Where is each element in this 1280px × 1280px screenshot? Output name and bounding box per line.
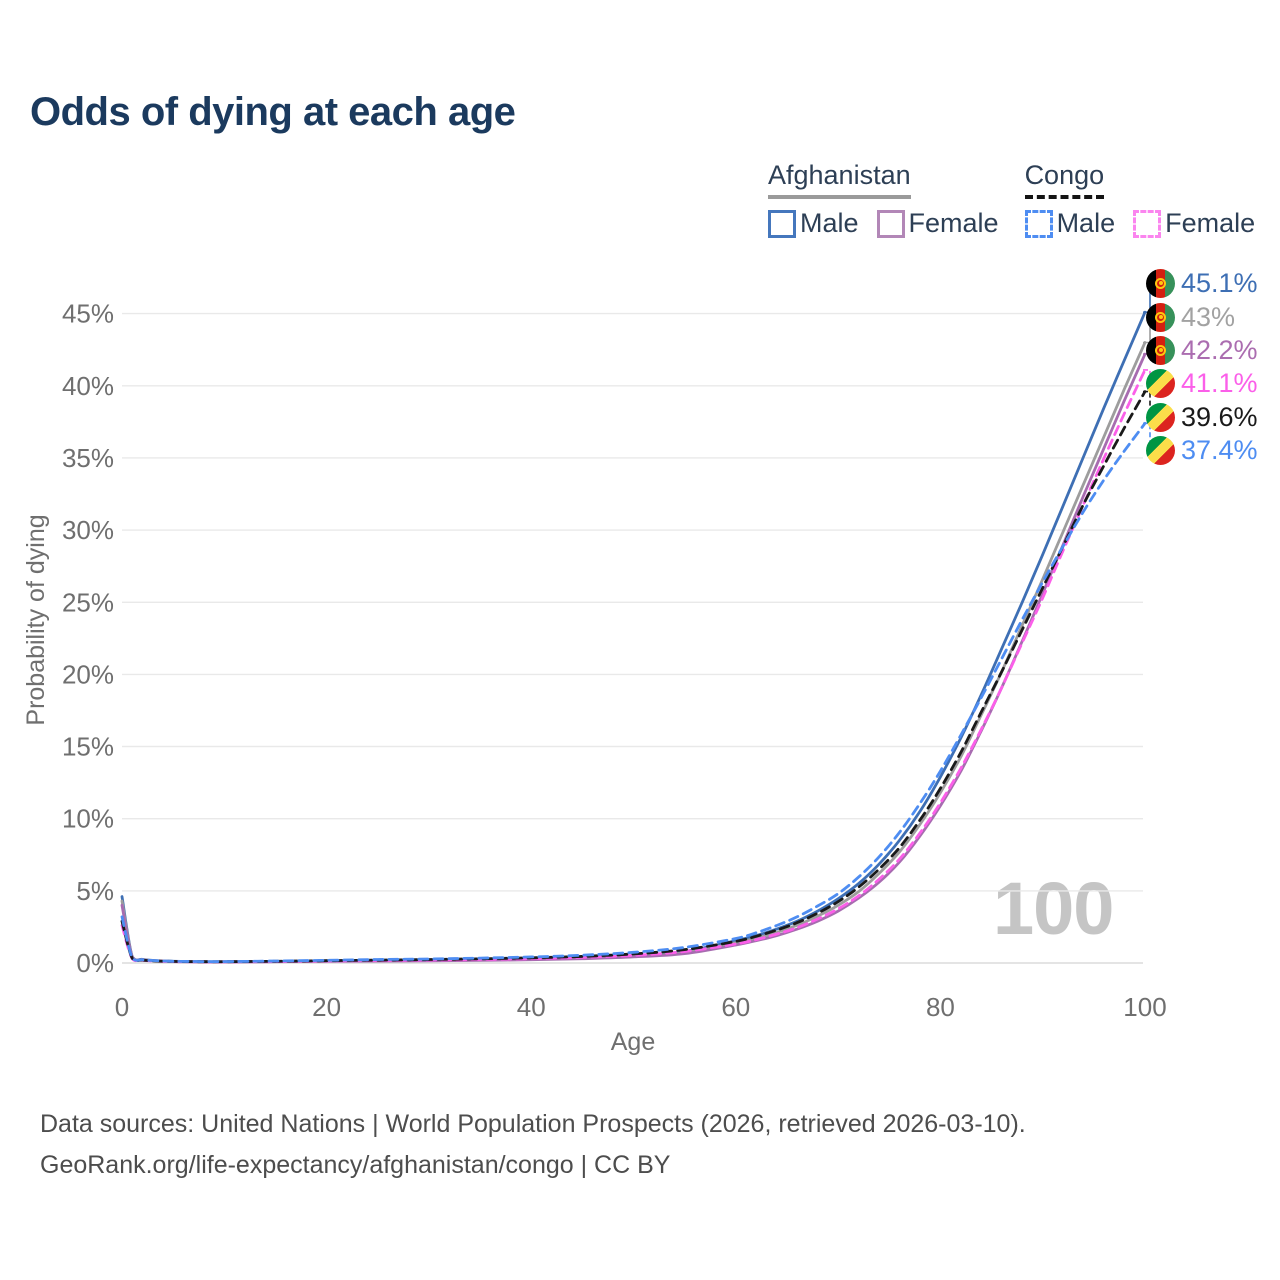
y-tick-label: 20%	[62, 659, 114, 689]
legend-swatch-congo-female	[1133, 209, 1162, 238]
y-axis-title: Probability of dying	[22, 514, 50, 725]
gridlines: 0% 5% 10% 15% 20% 25% 30% 35% 40% 45% 0 20 40 60 80 100	[62, 299, 1167, 1022]
congo-flag-icon	[1146, 368, 1175, 398]
data-sources-line: Data sources: United Nations | World Pop…	[40, 1110, 1026, 1138]
x-tick-label: 20	[312, 992, 341, 1022]
x-tick-label: 40	[517, 992, 546, 1022]
x-axis-title: Age	[611, 1028, 655, 1056]
legend-group-congo: Congo Male Female	[1024, 160, 1255, 239]
legend-item-congo-female[interactable]: Female	[1133, 208, 1255, 239]
series-end-label: 37.4%	[1146, 434, 1258, 466]
label-connector-congo-female	[1143, 369, 1156, 384]
legend-label: Female	[1165, 208, 1256, 238]
end-value-label: 41.1%	[1181, 367, 1258, 398]
series-line-congo-male[interactable]	[120, 421, 1147, 964]
series-line-afghanistan-both[interactable]	[120, 341, 1147, 964]
legend-item-congo-male[interactable]: Male	[1024, 208, 1116, 239]
attribution-line: GeoRank.org/life-expectancy/afghanistan/…	[40, 1151, 671, 1179]
legend-header-afghanistan[interactable]: Afghanistan	[768, 160, 911, 199]
y-tick-label: 10%	[62, 804, 114, 834]
legend-label: Male	[1056, 208, 1116, 238]
legend-item-afghanistan-male[interactable]: Male	[768, 208, 859, 239]
legend-header-congo[interactable]: Congo	[1024, 160, 1105, 199]
x-tick-label: 80	[926, 992, 955, 1022]
legend-swatch-congo-male	[1024, 209, 1053, 238]
y-tick-label: 35%	[62, 443, 114, 473]
legend-label: Male	[800, 208, 859, 238]
legend-label: Female	[908, 208, 999, 238]
series-end-label: 39.6%	[1146, 401, 1258, 433]
series-line-afghanistan-female[interactable]	[120, 352, 1147, 964]
y-tick-label: 15%	[62, 732, 114, 762]
legend-swatch-afghanistan-male	[768, 209, 796, 238]
end-value-label: 45.1%	[1181, 267, 1258, 298]
congo-flag-icon	[1146, 435, 1175, 465]
afghanistan-flag-icon	[1146, 302, 1175, 332]
page-title: Odds of dying at each age	[30, 90, 516, 134]
afghanistan-flag-icon	[1146, 335, 1175, 365]
x-tick-label: 60	[721, 992, 750, 1022]
footer: Data sources: United Nations | World Pop…	[40, 1104, 1026, 1186]
series-end-label: 41.1%	[1146, 367, 1258, 399]
afghanistan-flag-icon	[1146, 268, 1175, 298]
end-value-label: 42.2%	[1181, 334, 1258, 365]
legend-item-afghanistan-female[interactable]: Female	[876, 208, 999, 239]
series-line-afghanistan-male[interactable]	[120, 310, 1147, 964]
legend-row: Male Female	[1024, 208, 1255, 239]
y-tick-label: 5%	[76, 876, 114, 906]
x-tick-label: 0	[115, 992, 129, 1022]
y-tick-label: 25%	[62, 587, 114, 617]
congo-flag-icon	[1146, 402, 1175, 432]
end-value-label: 37.4%	[1181, 434, 1258, 465]
series-end-label: 42.2%	[1146, 334, 1258, 366]
y-tick-label: 40%	[62, 371, 114, 401]
x-tick-label: 100	[1123, 992, 1166, 1022]
y-tick-label: 30%	[62, 515, 114, 545]
series-curves	[120, 310, 1147, 964]
y-tick-label: 0%	[76, 948, 114, 978]
age-watermark: 100	[993, 867, 1114, 950]
series-end-label: 45.1%	[1146, 267, 1258, 299]
series-line-congo-both[interactable]	[120, 390, 1147, 964]
legend-swatch-afghanistan-female	[876, 209, 905, 238]
y-tick-label: 45%	[62, 299, 114, 329]
legend: Afghanistan Male Female Congo Male	[768, 160, 1255, 239]
legend-row: Male Female	[768, 208, 999, 239]
series-line-congo-female[interactable]	[120, 368, 1147, 964]
end-value-label: 43%	[1181, 301, 1236, 332]
series-end-label: 43%	[1146, 301, 1235, 333]
legend-group-afghanistan: Afghanistan Male Female	[768, 160, 999, 239]
end-value-label: 39.6%	[1181, 401, 1258, 432]
